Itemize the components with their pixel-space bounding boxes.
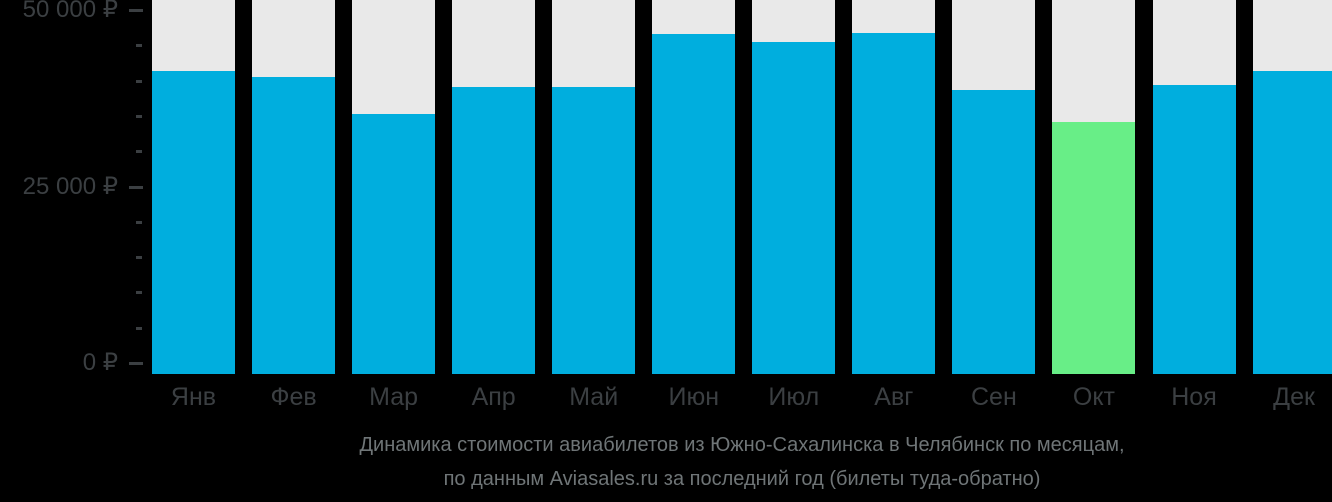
y-axis-label: 0 ₽ [82,349,118,376]
y-axis-minor-tick [136,326,142,330]
bar-Окт[interactable] [1052,122,1136,374]
x-axis-label-Окт: Окт [1072,383,1115,411]
x-axis-label-Авг: Авг [874,383,914,411]
bar-Май[interactable] [552,86,636,374]
y-axis-label: 50 000 ₽ [22,0,118,23]
y-axis-minor-tick [136,79,142,83]
y-axis-minor-tick [136,291,142,295]
y-axis-label: 25 000 ₽ [22,172,118,200]
y-axis-minor-tick [136,150,142,154]
y-axis-minor-tick [136,256,142,260]
x-axis-label-Апр: Апр [471,383,516,411]
y-axis-major-tick [129,362,143,365]
caption-line-1: Динамика стоимости авиабилетов из Южно-С… [359,434,1125,456]
bar-Июн[interactable] [652,34,736,374]
bar-Дек[interactable] [1252,70,1332,374]
bar-Апр[interactable] [452,86,536,374]
caption-line-2: по данным Aviasales.ru за последний год … [443,468,1041,490]
bar-Янв[interactable] [152,70,235,374]
bar-Сен[interactable] [952,89,1036,374]
y-axis-major-tick [129,9,143,12]
x-axis-label-Янв: Янв [170,383,217,411]
x-axis-label-Мар: Мар [369,383,419,411]
bar-Авг[interactable] [852,32,936,374]
bar-Ноя[interactable] [1152,84,1236,374]
x-axis-label-Сен: Сен [971,383,1017,411]
x-axis-label-Июн: Июн [668,383,720,411]
x-axis-label-Фев: Фев [270,383,317,411]
x-axis-label-Май: Май [569,383,619,411]
x-axis-label-Июл: Июл [768,383,820,411]
bar-Фев[interactable] [252,77,336,374]
chart-caption: Динамика стоимости авиабилетов из Южно-С… [152,428,1332,496]
y-axis-minor-tick [136,220,142,224]
y-axis-minor-tick [136,44,142,48]
bar-Мар[interactable] [352,113,436,374]
x-axis-label-Ноя: Ноя [1171,383,1217,411]
bar-Июл[interactable] [752,41,836,374]
x-axis-label-Дек: Дек [1273,383,1315,411]
y-axis-minor-tick [136,114,142,118]
y-axis-major-tick [129,185,143,189]
